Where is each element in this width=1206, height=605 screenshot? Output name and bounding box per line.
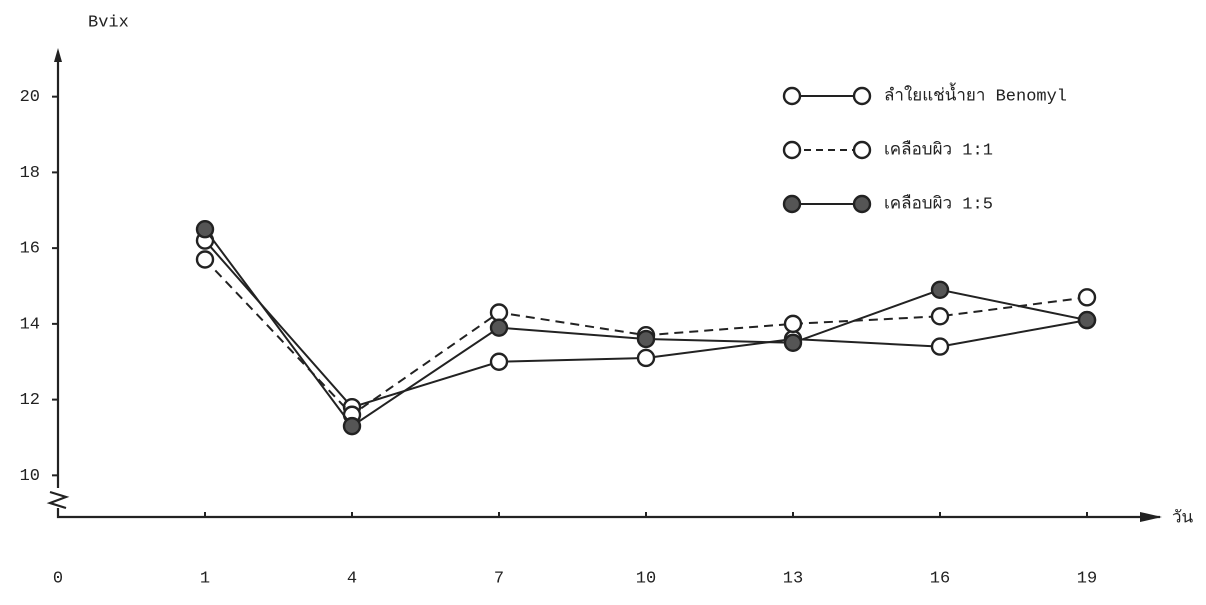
legend-marker	[852, 86, 872, 106]
x-tick-label: 10	[636, 569, 656, 588]
data-point	[1077, 310, 1097, 330]
x-tick-label: 4	[347, 569, 357, 588]
y-tick-label: 18	[20, 164, 40, 183]
data-point	[489, 318, 509, 337]
y-tick-label: 10	[20, 467, 40, 486]
legend-label: เคลือบผิว 1:5	[884, 193, 993, 214]
data-point	[930, 337, 950, 356]
data-point	[342, 416, 362, 436]
data-point	[783, 314, 803, 334]
x-axis-label: วัน	[1172, 508, 1194, 528]
x-tick-label: 1	[200, 569, 210, 588]
data-point	[636, 348, 656, 368]
y-tick-label: 14	[20, 315, 40, 334]
y-tick-label: 20	[20, 88, 40, 107]
legend-marker	[782, 194, 802, 214]
data-point	[1077, 288, 1097, 307]
x-tick-label: 19	[1077, 569, 1097, 588]
data-point	[783, 333, 803, 353]
legend-label: ลำใยแช่น้ำยา Benomyl	[884, 82, 1067, 106]
axes	[46, 55, 1160, 519]
data-point	[636, 329, 656, 349]
legend-label: เคลือบผิว 1:1	[884, 139, 993, 160]
legend-marker	[782, 140, 802, 160]
axis-arrow	[1140, 512, 1162, 522]
y-tick-label: 12	[20, 391, 40, 410]
legend-marker	[782, 86, 802, 106]
y-axis-label: Bvix	[88, 13, 129, 32]
data-point	[489, 303, 509, 322]
data-point	[489, 352, 509, 371]
data-point	[930, 280, 950, 299]
x-tick-label: 7	[494, 569, 504, 588]
data-point	[195, 219, 215, 239]
x-tick-label: 16	[930, 569, 950, 588]
y-tick-label: 16	[20, 240, 40, 259]
legend-marker	[852, 140, 872, 160]
x-tick-label: 13	[783, 569, 803, 588]
x-tick-label: 0	[53, 569, 63, 588]
data-point	[930, 307, 950, 326]
series-line	[204, 239, 1088, 409]
axis-arrow	[54, 48, 62, 62]
data-point	[195, 250, 215, 269]
legend-marker	[852, 194, 872, 214]
